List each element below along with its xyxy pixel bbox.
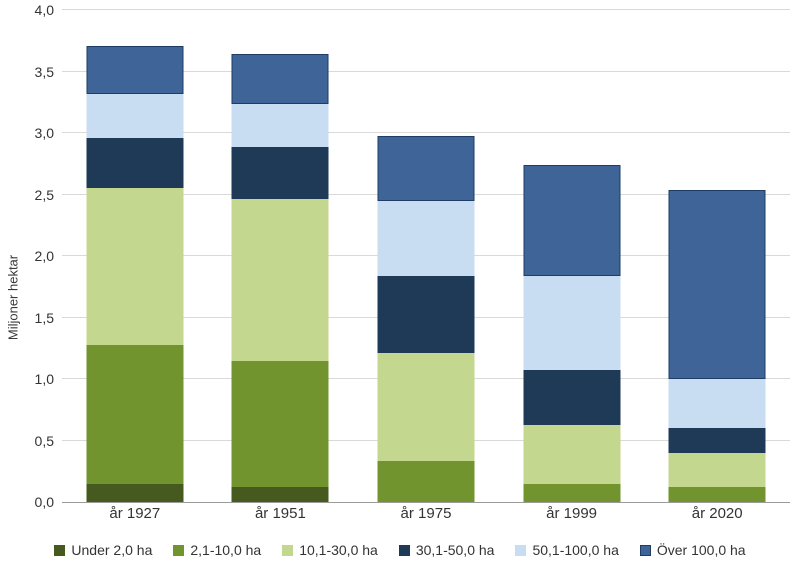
x-axis-label: år 1927 <box>109 505 161 522</box>
stacked-bar <box>523 165 621 502</box>
y-tick-label: 2,5 <box>34 186 54 203</box>
y-axis: 0,0 0,5 1,0 1,5 2,0 2,5 3,0 3,5 4,0 <box>0 2 54 510</box>
legend-label: 2,1-10,0 ha <box>190 542 262 558</box>
bar-column <box>353 10 499 502</box>
bar-segment <box>668 379 766 429</box>
bar-column <box>208 10 354 502</box>
legend: Under 2,0 ha 2,1-10,0 ha 10,1-30,0 ha 30,1-… <box>0 542 800 558</box>
bar-segment <box>668 189 766 380</box>
legend-swatch <box>54 544 66 556</box>
bar-segment <box>523 370 621 425</box>
bar-segment <box>231 199 329 361</box>
y-tick-label: 0,0 <box>34 494 54 510</box>
bar-segment <box>668 452 766 488</box>
x-axis-label: år 1975 <box>400 505 452 522</box>
legend-swatch <box>173 544 185 556</box>
bar-segment <box>86 344 184 484</box>
stacked-bar <box>86 45 184 502</box>
grid-line <box>62 132 790 133</box>
bar-segment <box>523 424 621 484</box>
bar-segment <box>86 45 184 94</box>
bar-segment <box>377 275 475 354</box>
bar-column <box>62 10 208 502</box>
legend-label: Över 100,0 ha <box>656 542 746 558</box>
legend-item: 30,1-50,0 ha <box>398 542 495 558</box>
legend-label: 30,1-50,0 ha <box>415 542 495 558</box>
bar-column <box>499 10 645 502</box>
stacked-bar <box>377 135 475 502</box>
bar-segment <box>231 103 329 147</box>
bars-container <box>62 10 790 502</box>
y-tick-label: 1,5 <box>34 309 54 326</box>
bar-segment <box>231 146 329 200</box>
legend-item: 50,1-100,0 ha <box>515 542 619 558</box>
legend-swatch <box>398 544 410 556</box>
x-axis-label: år 2020 <box>691 505 743 522</box>
bar-segment <box>86 93 184 138</box>
legend-swatch <box>639 544 651 556</box>
bar-segment <box>231 360 329 488</box>
y-tick-label: 3,0 <box>34 125 54 141</box>
x-axis: år 1927 år 1951 år 1975 år 1999 år 2020 <box>62 505 790 522</box>
y-tick-label: 0,5 <box>34 432 54 449</box>
stacked-bar <box>668 189 766 502</box>
y-tick-label: 2,0 <box>34 248 54 264</box>
legend-label: 10,1-30,0 ha <box>299 542 378 558</box>
legend-label: Under 2,0 ha <box>71 542 153 558</box>
legend-label: 50,1-100,0 ha <box>532 542 619 558</box>
y-tick-label: 1,0 <box>34 371 54 387</box>
bar-segment <box>377 200 475 276</box>
bar-segment <box>86 483 184 502</box>
y-tick-label: 4,0 <box>34 2 54 18</box>
bar-segment <box>86 137 184 189</box>
legend-item: Under 2,0 ha <box>54 542 152 558</box>
plot-area <box>62 9 790 503</box>
bar-segment <box>377 135 475 201</box>
bar-segment <box>523 483 621 502</box>
y-tick-label: 3,5 <box>34 63 54 80</box>
bar-segment <box>668 487 766 502</box>
bar-segment <box>231 54 329 104</box>
bar-segment <box>86 188 184 345</box>
legend-item: 10,1-30,0 ha <box>282 542 378 558</box>
legend-swatch <box>282 544 294 556</box>
bar-segment <box>377 461 475 502</box>
bar-segment <box>523 275 621 371</box>
x-axis-label: år 1999 <box>546 505 598 522</box>
bar-segment <box>377 353 475 462</box>
stacked-bar <box>231 54 329 502</box>
x-axis-label: år 1951 <box>254 505 306 522</box>
legend-swatch <box>515 544 527 556</box>
bar-segment <box>668 428 766 453</box>
grid-line <box>62 9 790 10</box>
legend-item: Över 100,0 ha <box>639 542 746 558</box>
bar-segment <box>231 487 329 502</box>
legend-item: 2,1-10,0 ha <box>173 542 261 558</box>
bar-column <box>644 10 790 502</box>
bar-segment <box>523 165 621 276</box>
grid-line <box>62 70 790 72</box>
